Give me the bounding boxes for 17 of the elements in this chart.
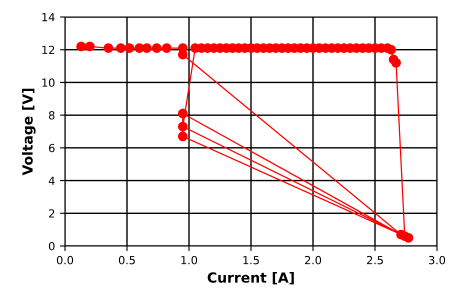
y-tick-label: 0 <box>48 242 55 250</box>
y-tick-label: 14 <box>42 13 55 22</box>
y-axis-title: Voltage [V] <box>22 88 36 176</box>
y-tick-label: 12 <box>42 46 54 54</box>
y-tick-label: 8 <box>48 111 55 120</box>
y-tick-label: 2 <box>49 209 54 218</box>
x-tick-label: 2.0 <box>304 256 322 264</box>
y-tick-label: 4 <box>48 176 55 185</box>
y-tick-label: 10 <box>42 78 55 87</box>
x-tick-label: 0.5 <box>118 256 135 264</box>
x-axis-title: Current [A] <box>208 272 294 284</box>
x-tick-label: 1.5 <box>243 256 259 264</box>
x-tick-label: 1.0 <box>181 256 198 264</box>
y-tick-label: 6 <box>48 144 55 152</box>
x-tick-label: 3.0 <box>429 256 446 264</box>
x-tick-label: 2.5 <box>366 256 383 264</box>
x-tick-label: 0.0 <box>56 256 74 264</box>
